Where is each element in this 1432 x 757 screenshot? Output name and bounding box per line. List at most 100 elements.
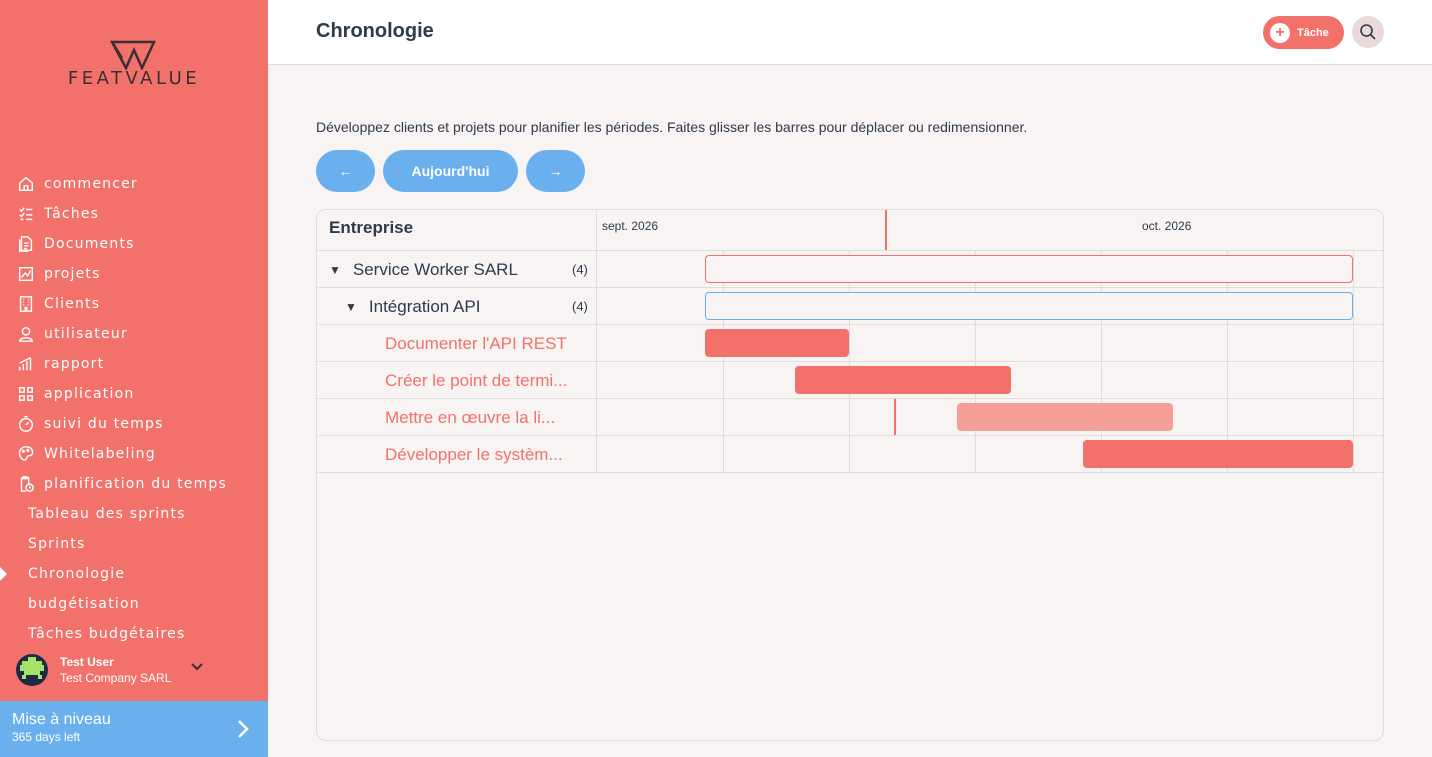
sidebar-item-label: application <box>44 386 135 402</box>
documents-icon <box>16 234 36 254</box>
sidebar-item-label: projets <box>44 266 101 282</box>
sidebar-subitem-taches-budgetaires[interactable]: Tâches budgétaires <box>0 619 268 649</box>
sidebar-subitem-label: Tableau des sprints <box>28 506 186 522</box>
task-bar[interactable] <box>1083 440 1353 468</box>
sidebar-item-utilisateur[interactable]: utilisateur <box>0 319 268 349</box>
today-button[interactable]: Aujourd'hui <box>383 150 518 192</box>
search-button[interactable] <box>1352 16 1384 48</box>
sidebar-item-taches[interactable]: Tâches <box>0 199 268 229</box>
sidebar-item-rapport[interactable]: rapport <box>0 349 268 379</box>
sidebar-item-application[interactable]: application <box>0 379 268 409</box>
project-period-bar[interactable] <box>705 292 1353 320</box>
report-icon <box>16 354 36 374</box>
sidebar-item-label: Tâches <box>44 206 100 222</box>
upgrade-banner[interactable]: Mise à niveau 365 days left <box>0 701 268 757</box>
sidebar-subitem-budgetisation[interactable]: budgétisation <box>0 589 268 619</box>
user-menu[interactable]: Test User Test Company SARL <box>16 652 256 688</box>
month-label: oct. 2026 <box>1142 219 1192 233</box>
row-label[interactable]: Créer le point de termi... <box>317 362 597 399</box>
sidebar-subitem-label: Sprints <box>28 536 86 552</box>
stopwatch-icon <box>16 414 36 434</box>
today-marker <box>885 210 887 250</box>
clipboard-clock-icon <box>16 474 36 494</box>
grid-line <box>1101 251 1102 473</box>
grid-line <box>975 251 976 473</box>
sidebar-item-label: commencer <box>44 176 138 192</box>
row-count: (4) <box>572 262 588 277</box>
sidebar-item-suivi-du-temps[interactable]: suivi du temps <box>0 409 268 439</box>
grid-line <box>1227 251 1228 473</box>
sidebar-item-label: planification du temps <box>44 476 228 492</box>
sidebar-subitem-label: budgétisation <box>28 596 140 612</box>
add-task-label: Tâche <box>1297 26 1329 39</box>
month-label: sept. 2026 <box>602 219 659 233</box>
sidebar-subitem-chronologie[interactable]: Chronologie <box>0 559 268 589</box>
row-label[interactable]: ▼ Service Worker SARL (4) <box>317 251 597 288</box>
row-label[interactable]: Documenter l'API REST <box>317 325 597 362</box>
chevron-right-icon <box>238 720 249 738</box>
search-icon <box>1360 24 1376 40</box>
logo-text: FEATVALUE <box>67 68 201 89</box>
task-bar[interactable] <box>705 329 849 357</box>
row-label-text: Intégration API <box>368 296 481 316</box>
chevron-down-icon <box>191 663 203 671</box>
sidebar-subitem-label: Chronologie <box>28 566 126 582</box>
sidebar-item-commencer[interactable]: commencer <box>0 169 268 199</box>
header: Chronologie + Tâche <box>268 0 1432 65</box>
apps-icon <box>16 384 36 404</box>
sidebar-item-label: utilisateur <box>44 326 128 342</box>
sidebar-item-planification[interactable]: planification du temps <box>0 469 268 499</box>
sidebar-item-documents[interactable]: Documents <box>0 229 268 259</box>
timeline-row-project[interactable]: ▼ Intégration API (4) <box>317 288 1383 325</box>
timeline-row-task[interactable]: Créer le point de termi... <box>317 362 1383 399</box>
previous-period-button[interactable]: ← <box>316 150 375 192</box>
collapse-triangle-icon[interactable]: ▼ <box>345 299 357 314</box>
sidebar-item-label: rapport <box>44 356 105 372</box>
client-period-bar[interactable] <box>705 255 1353 283</box>
sidebar-item-projets[interactable]: projets <box>0 259 268 289</box>
row-label[interactable]: Mettre en œuvre la li... <box>317 399 597 436</box>
row-label-text: Mettre en œuvre la li... <box>385 407 556 427</box>
checklist-icon <box>16 204 36 224</box>
row-count: (4) <box>572 299 588 314</box>
grid-line <box>723 251 724 473</box>
palette-icon <box>16 444 36 464</box>
timeline-row-client[interactable]: ▼ Service Worker SARL (4) <box>317 251 1383 288</box>
task-bar[interactable] <box>795 366 1011 394</box>
timeline-row-task[interactable]: Mettre en œuvre la li... <box>317 399 1383 436</box>
grid-line <box>849 251 850 473</box>
row-label-text: Créer le point de termi... <box>385 370 568 390</box>
timeline-panel: Entreprise sept. 2026 oct. 2026 ▼ Servic… <box>316 209 1384 741</box>
sidebar-item-label: suivi du temps <box>44 416 164 432</box>
sidebar-item-clients[interactable]: Clients <box>0 289 268 319</box>
user-company: Test Company SARL <box>60 671 172 685</box>
logo-mark-icon <box>109 40 156 70</box>
sidebar-subitem-label: Tâches budgétaires <box>28 626 186 642</box>
plus-icon: + <box>1270 22 1290 43</box>
add-task-button[interactable]: + Tâche <box>1263 16 1344 49</box>
collapse-triangle-icon[interactable]: ▼ <box>329 262 341 277</box>
intro-text: Développez clients et projets pour plani… <box>316 119 1028 135</box>
timeline-row-task[interactable]: Documenter l'API REST <box>317 325 1383 362</box>
upgrade-title: Mise à niveau <box>12 711 111 728</box>
next-period-button[interactable]: → <box>526 150 585 192</box>
sidebar-subitem-tableau-sprints[interactable]: Tableau des sprints <box>0 499 268 529</box>
timeline-row-task[interactable]: Développer le systèm... <box>317 436 1383 473</box>
column-header-entreprise: Entreprise <box>317 210 597 251</box>
grid-line <box>1353 251 1354 473</box>
today-marker <box>894 399 896 435</box>
home-icon <box>16 174 36 194</box>
task-bar[interactable] <box>957 403 1173 431</box>
timeline-header-row: sept. 2026 oct. 2026 <box>597 210 1383 251</box>
chart-file-icon <box>16 264 36 284</box>
user-icon <box>16 324 36 344</box>
sidebar-subitem-sprints[interactable]: Sprints <box>0 529 268 559</box>
row-label-text: Documenter l'API REST <box>385 333 567 353</box>
row-label[interactable]: Développer le systèm... <box>317 436 597 473</box>
row-label-text: Service Worker SARL <box>352 259 518 279</box>
featvalue-logo[interactable]: FEATVALUE <box>48 40 220 90</box>
row-label[interactable]: ▼ Intégration API (4) <box>317 288 597 325</box>
sidebar: FEATVALUE commencer Tâches Documents pro… <box>0 0 268 757</box>
sidebar-item-whitelabeling[interactable]: Whitelabeling <box>0 439 268 469</box>
building-icon <box>16 294 36 314</box>
